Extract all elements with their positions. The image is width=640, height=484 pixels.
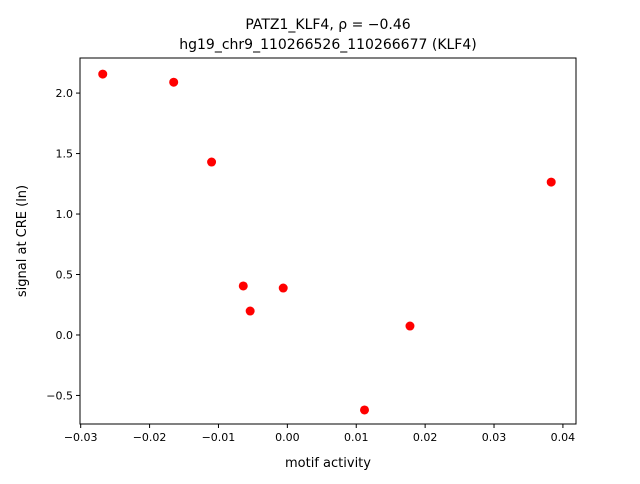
chart-title-line2: hg19_chr9_110266526_110266677 (KLF4): [179, 37, 476, 53]
y-tick-label: 0.5: [56, 269, 74, 282]
data-point: [360, 405, 370, 415]
data-point: [207, 157, 217, 167]
data-point: [278, 283, 288, 293]
x-tick-label: 0.04: [551, 431, 576, 444]
x-tick-label: −0.02: [133, 431, 167, 444]
y-axis-label: signal at CRE (ln): [15, 185, 30, 297]
x-tick-label: 0.03: [482, 431, 507, 444]
data-point: [405, 321, 415, 331]
data-point: [546, 177, 556, 187]
y-tick-label: −0.5: [46, 389, 73, 402]
x-tick-label: 0.01: [344, 431, 369, 444]
data-point: [169, 77, 179, 87]
x-tick-label: −0.01: [202, 431, 236, 444]
y-tick-label: 1.5: [56, 148, 74, 161]
data-point: [98, 69, 108, 79]
plot-frame: [79, 57, 577, 425]
chart-title-line1: PATZ1_KLF4, ρ = −0.46: [245, 17, 410, 33]
y-tick-label: 0.0: [56, 329, 74, 342]
y-tick-label: 1.0: [56, 208, 74, 221]
x-tick-label: −0.03: [64, 431, 98, 444]
x-tick-label: 0.00: [275, 431, 300, 444]
data-point: [238, 281, 248, 291]
data-point: [245, 306, 255, 316]
y-tick-label: 2.0: [56, 87, 74, 100]
x-tick-label: 0.02: [413, 431, 438, 444]
x-axis-label: motif activity: [285, 456, 371, 471]
